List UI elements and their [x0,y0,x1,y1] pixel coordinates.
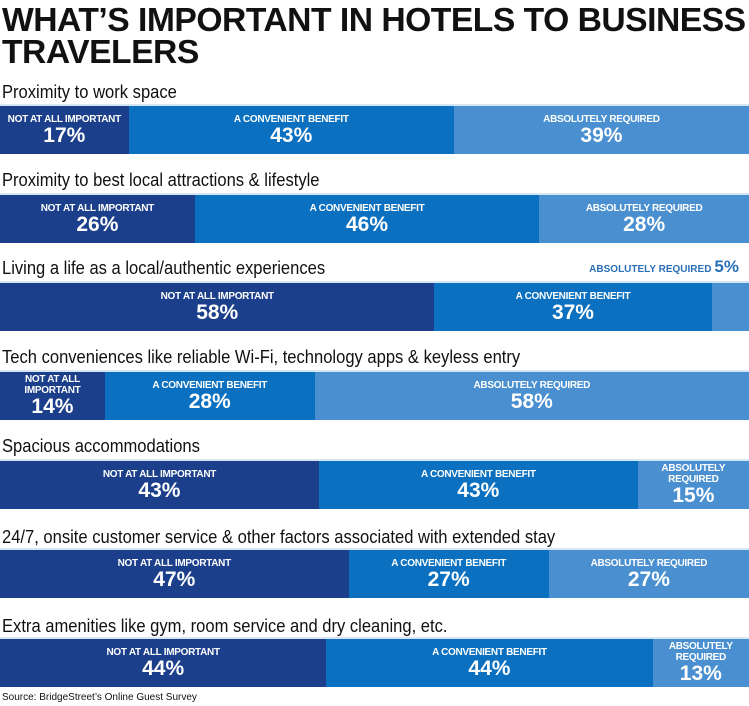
bar-row: NOT AT ALL IMPORTANT 43% A CONVENIENT BENE… [0,459,749,509]
segment-value-label: 43% [270,123,313,147]
bar-segment-not-at-all-important: NOT AT ALL IMPORTANT 43% [0,461,319,509]
bar-segment-not-at-all-important: NOT AT ALL IMPORTANT 47% [0,550,349,598]
segment-category-label: ABSOLUTELY REQUIRED [589,264,712,275]
row-label: Tech conveniences like reliable Wi-Fi, t… [2,347,521,367]
segment-category-label: A CONVENIENT BENEFIT [309,202,425,214]
bar-row: NOT AT ALL IMPORTANT 58% A CONVENIENT BENE… [0,281,749,331]
bar-segment-not-at-all-important: NOT AT ALL IMPORTANT 58% [0,283,435,331]
segment-value-label: 28% [188,389,231,413]
row-label: Spacious accommodations [2,436,200,456]
segment-category-label: NOT AT ALL IMPORTANT [117,557,232,569]
segment-value-label: 43% [138,478,181,502]
segment-value-label: 27% [627,567,670,591]
row-label: Living a life as a local/authentic exper… [2,258,326,278]
bar-segment-not-at-all-important: NOT AT ALL IMPORTANT 14% [0,372,105,420]
bar-segment-a-convenient-benefit: A CONVENIENT BENEFIT 43% [128,106,454,154]
segment-value-label: 58% [510,389,553,413]
segment-value-label: 26% [76,212,119,236]
bar-segment-absolutely-required: ABSOLUTELY REQUIRED 58% [314,372,749,420]
bar-row: NOT AT ALL IMPORTANT 17% A CONVENIENT BENE… [0,104,749,154]
segment-value-label: 28% [623,212,666,236]
row-label: Extra amenities like gym, room service a… [2,616,448,636]
segment-value-label: 46% [345,212,389,236]
segment-value-label: 44% [142,656,185,680]
segment-category-label: ABSOLUTELY REQUIRED [543,113,660,125]
segment-category-label: ABSOLUTELY REQUIRED [473,379,591,391]
row-label: Proximity to best local attractions & li… [2,170,320,190]
segment-value-label: 15% [672,484,715,507]
bar-segment-absolutely-required: ABSOLUTELY REQUIRED 27% [548,550,749,598]
segment-category-label: A CONVENIENT BENEFIT [515,290,631,302]
bar-row: NOT AT ALL IMPORTANT 47% A CONVENIENT BENE… [0,548,749,598]
bar-row: NOT AT ALL IMPORTANT 44% A CONVENIENT BENE… [0,637,749,687]
bar-segment-a-convenient-benefit: A CONVENIENT BENEFIT 37% [434,283,712,331]
segment-value-label: 17% [43,123,86,147]
bar-row: NOT AT ALL IMPORTANT 26% A CONVENIENT BENE… [0,193,749,243]
segment-category-label: NOT AT ALL IMPORTANT [106,646,221,658]
bar-segment-a-convenient-benefit: A CONVENIENT BENEFIT 43% [318,461,638,509]
outside-label: ABSOLUTELY REQUIRED 5% [589,257,739,277]
bar-segment-absolutely-required: ABSOLUTELY REQUIRED 39% [453,106,749,154]
segment-category-label: ABSOLUTELY REQUIRED [668,641,733,663]
segment-value-label: 14% [31,395,74,418]
segment-category-label: NOT AT ALL IMPORTANT [160,290,275,302]
segment-value-label: 27% [427,567,470,591]
bar-segment-absolutely-required: ABSOLUTELY REQUIRED 13% [652,639,749,687]
segment-category-label: NOT AT ALL IMPORTANT [24,374,81,396]
row-label: Proximity to work space [2,82,177,102]
segment-value-label: 44% [468,656,511,680]
segment-value-label: 37% [551,300,594,324]
bar-segment-a-convenient-benefit: A CONVENIENT BENEFIT 46% [194,195,540,243]
bar-segment-absolutely-required [711,283,749,331]
segment-category-label: A CONVENIENT BENEFIT [152,379,268,391]
bar-segment-absolutely-required: ABSOLUTELY REQUIRED 15% [637,461,749,509]
segment-category-label: ABSOLUTELY REQUIRED [585,202,703,214]
bar-segment-a-convenient-benefit: A CONVENIENT BENEFIT 28% [104,372,315,420]
bar-segment-absolutely-required: ABSOLUTELY REQUIRED 28% [539,195,749,243]
bar-segment-not-at-all-important: NOT AT ALL IMPORTANT 26% [0,195,195,243]
segment-value-label: 43% [457,478,500,502]
segment-category-label: A CONVENIENT BENEFIT [420,468,536,480]
bar-segment-a-convenient-benefit: A CONVENIENT BENEFIT 44% [326,639,653,687]
bar-row: NOT AT ALL IMPORTANT 14% A CONVENIENT BENE… [0,370,749,420]
segment-category-label: A CONVENIENT BENEFIT [233,113,349,125]
bar-segment-not-at-all-important: NOT AT ALL IMPORTANT 44% [0,639,327,687]
segment-value-label: 47% [153,567,196,591]
source-note: Source: BridgeStreet’s Online Guest Surv… [2,692,197,703]
segment-value-label: 39% [580,123,623,147]
segment-category-label: ABSOLUTELY REQUIRED [661,463,726,485]
segment-category-label: A CONVENIENT BENEFIT [391,557,507,569]
chart-title: WHAT’S IMPORTANT IN HOTELS TO BUSINESS T… [2,1,746,70]
segment-category-label: A CONVENIENT BENEFIT [432,646,547,658]
segment-value-label: 5% [714,257,739,276]
bar-segment-a-convenient-benefit: A CONVENIENT BENEFIT 27% [348,550,549,598]
row-label: 24/7, onsite customer service & other fa… [2,527,556,547]
segment-category-label: NOT AT ALL IMPORTANT [102,468,217,480]
bar-segment-not-at-all-important: NOT AT ALL IMPORTANT 17% [0,106,129,154]
segment-category-label: ABSOLUTELY REQUIRED [590,557,708,569]
segment-value-label: 58% [196,300,239,324]
segment-category-label: NOT AT ALL IMPORTANT [40,202,155,214]
segment-value-label: 13% [679,662,722,685]
segment-category-label: NOT AT ALL IMPORTANT [7,113,122,125]
